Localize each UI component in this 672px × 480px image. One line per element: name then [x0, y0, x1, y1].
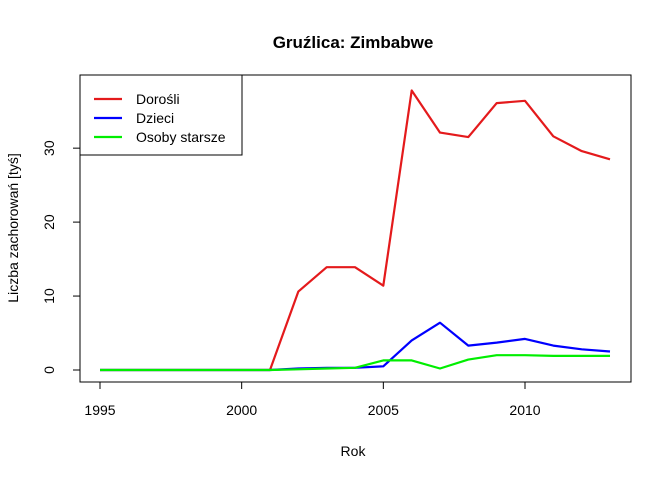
- x-tick-label: 1995: [84, 402, 115, 418]
- x-axis: 1995 2000 2005 2010: [84, 381, 541, 418]
- chart-title: Gruźlica: Zimbabwe: [273, 33, 434, 52]
- x-tick-label: 2005: [368, 402, 399, 418]
- x-tick-label: 2010: [509, 402, 540, 418]
- legend-box: [79, 74, 243, 156]
- series-lines: [100, 89, 611, 372]
- x-axis-label: Rok: [341, 443, 367, 459]
- y-tick-label: 10: [41, 288, 57, 304]
- x-tick-label: 2000: [226, 402, 257, 418]
- y-tick-label: 0: [41, 366, 57, 374]
- series-line-2: [100, 321, 611, 372]
- y-tick-label: 30: [41, 140, 57, 156]
- y-axis: 0 10 20 30: [41, 140, 81, 374]
- series-line-3: [100, 354, 610, 372]
- y-tick-label: 20: [41, 214, 57, 230]
- y-axis-label: Liczba zachorowań [tyś]: [5, 153, 21, 302]
- legend-label-1: Dorośli: [136, 91, 180, 107]
- legend: Dorośli Dzieci Osoby starsze: [79, 74, 243, 156]
- legend-label-2: Dzieci: [136, 110, 174, 126]
- legend-label-3: Osoby starsze: [136, 129, 226, 145]
